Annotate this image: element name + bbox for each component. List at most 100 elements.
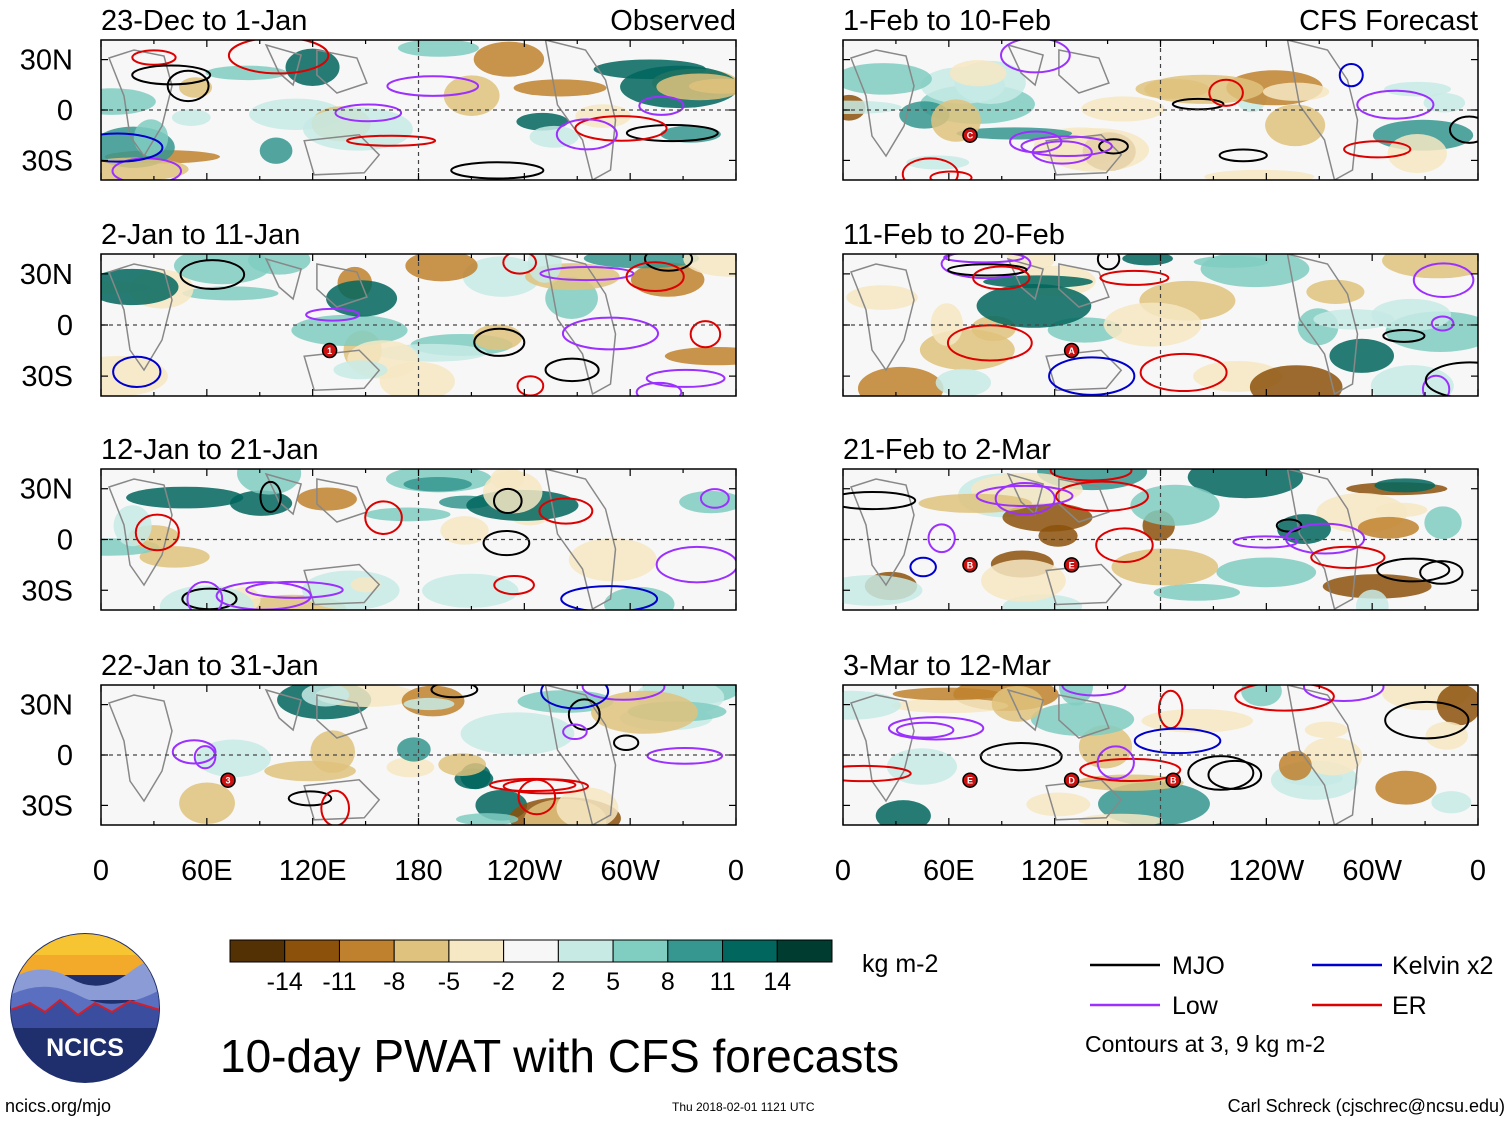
colorbar-swatch (667, 939, 724, 963)
storm-marker: E (962, 772, 978, 788)
wave-contour (488, 777, 577, 793)
pwat-anomaly-shade (1103, 302, 1202, 347)
colorbar-swatch (338, 939, 395, 963)
pwat-anomaly-shade (688, 78, 736, 94)
pwat-anomaly-shade (1329, 338, 1394, 373)
wave-contour (1285, 522, 1366, 555)
pwat-anomaly-shade (126, 486, 244, 509)
left-panel-3: 12-Jan to 21-Jan 30N 0 30S (20, 434, 737, 611)
longitude-label: 60W (600, 855, 660, 887)
latitude-label: 0 (57, 740, 73, 772)
panel-title: 2-Jan to 11-Jan (101, 219, 300, 251)
coastline (1045, 134, 1123, 176)
pwat-anomaly-shade (843, 575, 923, 606)
coastline (544, 469, 617, 610)
pwat-anomaly-shade (403, 697, 455, 711)
wave-contour (1020, 135, 1113, 158)
wave-contour (112, 355, 162, 388)
pwat-anomaly-shade (482, 470, 543, 514)
legend-mjo-label: MJO (1172, 952, 1225, 980)
coastline (1286, 685, 1359, 825)
colorbar-tick-label: -11 (322, 968, 356, 996)
longitude-label: 60W (1342, 855, 1402, 887)
pwat-anomaly-shade (473, 41, 545, 77)
coastline (1006, 688, 1110, 739)
coastline (264, 257, 368, 308)
latitude-label: 30N (20, 259, 73, 291)
pwat-anomaly-shade (1277, 514, 1331, 545)
colorbar-swatch (284, 939, 340, 963)
website-link[interactable]: ncics.org/mjo (5, 1096, 111, 1116)
wave-contour (1419, 560, 1464, 585)
wave-contour (1218, 148, 1268, 163)
storm-marker: 1 (321, 342, 338, 359)
wave-contour (843, 490, 917, 511)
pwat-anomaly-shade (591, 690, 698, 734)
wave-contour (1448, 115, 1478, 144)
wave-contour (1031, 140, 1093, 165)
longitude-label: 120W (1228, 855, 1304, 887)
colorbar-tick-label: 2 (551, 968, 565, 996)
pwat-anomaly-shade (1111, 548, 1219, 586)
wave-contour (186, 580, 224, 610)
wave-contour (975, 484, 1074, 508)
pwat-anomaly-shade (443, 75, 500, 116)
storm-marker: A (1063, 342, 1080, 359)
wave-contour (613, 734, 640, 751)
wave-contour (638, 95, 685, 116)
storm-marker-label: E (967, 776, 973, 786)
wave-contour (1049, 469, 1133, 482)
wave-contour (645, 368, 726, 388)
colorbar-tick-label: 11 (710, 968, 736, 996)
pwat-anomaly-shade (182, 286, 279, 301)
right-panel-2: A 11-Feb to 20-Feb (842, 219, 1479, 397)
coastline (264, 43, 368, 94)
pwat-anomaly-shade (462, 256, 541, 297)
pwat-anomaly-shade (1187, 469, 1304, 499)
wave-contour (259, 480, 282, 513)
storm-marker-label: E (1069, 560, 1075, 570)
wave-contour (473, 327, 526, 357)
pwat-anomaly-shade (949, 59, 1007, 87)
wave-contour (909, 556, 937, 578)
pwat-anomaly-shade (983, 275, 1093, 289)
wave-contour (1343, 140, 1412, 159)
longitude-label: 60E (181, 855, 233, 887)
storm-marker: B (962, 557, 978, 573)
pwat-anomaly-shade (1002, 503, 1093, 532)
pwat-anomaly-shade (1423, 93, 1466, 113)
latitude-label: 0 (57, 95, 73, 127)
colorbar-tick-label: 5 (606, 968, 620, 996)
storm-marker-label: 3 (225, 776, 230, 786)
pwat-anomaly-shade (1382, 254, 1478, 279)
latitude-label: 0 (57, 525, 73, 557)
coastline (1286, 254, 1359, 396)
wave-contour (539, 266, 635, 282)
pwat-anomaly-shade (991, 685, 1044, 722)
forecast-label: CFS Forecast (1299, 5, 1478, 37)
left-panel-4: 3 22-Jan to 31-Jan 30N 0 30S (20, 650, 737, 826)
wave-contour (502, 254, 538, 275)
pwat-anomaly-shade (1356, 589, 1389, 610)
wave-contour (1412, 262, 1475, 298)
pwat-anomaly-shade (1262, 82, 1330, 101)
coastline (850, 478, 915, 587)
pwat-anomaly-shade (886, 748, 958, 785)
colorbar-swatch (776, 939, 833, 963)
pwat-anomaly-shade (918, 493, 1032, 513)
wave-contour (134, 513, 180, 552)
wave-contour (994, 482, 1056, 516)
wave-contour (1356, 89, 1435, 120)
pwat-anomaly-shade (101, 268, 179, 306)
panel-title: 12-Jan to 21-Jan (101, 434, 319, 466)
wave-contour (386, 75, 480, 97)
storm-marker-label: A (1068, 346, 1075, 356)
wave-contour (1079, 757, 1182, 783)
coastline (850, 694, 915, 803)
wave-contour (927, 523, 956, 554)
coastline (850, 263, 915, 372)
wave-contour (131, 49, 177, 66)
coastline (1286, 40, 1359, 180)
wave-contour (1310, 545, 1386, 569)
coastline (303, 779, 381, 821)
